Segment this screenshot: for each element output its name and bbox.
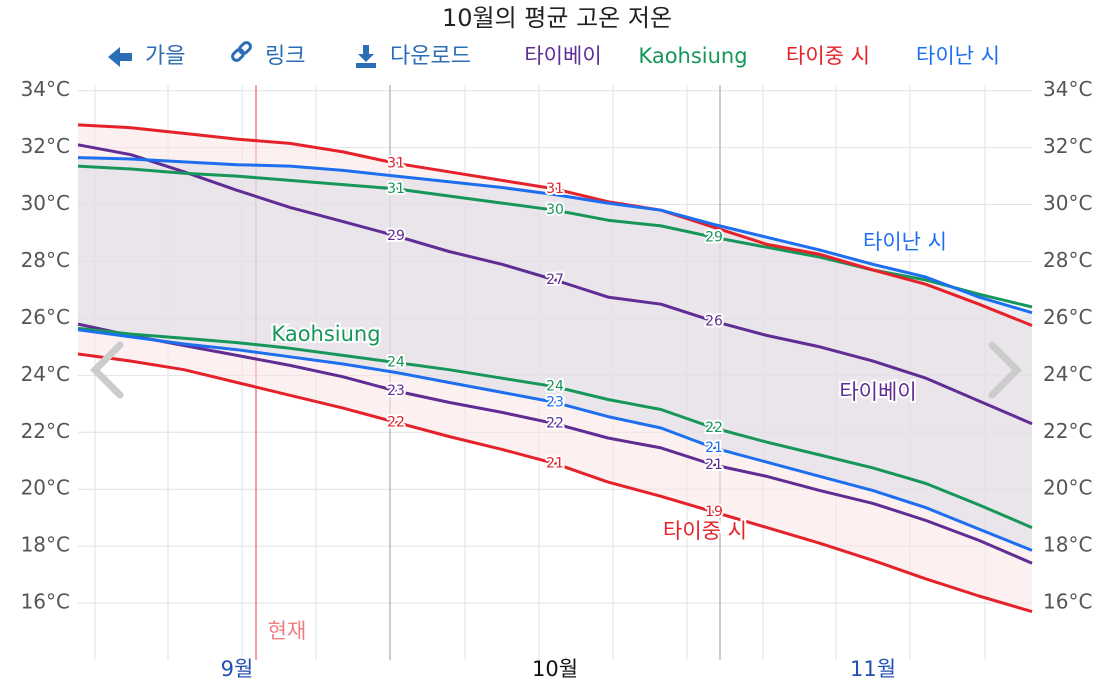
y-tick-label: 30°C [21,191,70,215]
y2-tick-label: 16°C [1043,590,1092,614]
data-label: 31 [387,181,405,197]
y2-tick-label: 34°C [1043,77,1092,101]
legend-entry[interactable]: 타이중 시 [786,44,870,68]
y2-tick-label: 30°C [1043,191,1092,215]
data-label: 21 [705,457,723,473]
data-label: 31 [546,181,564,197]
season-button[interactable]: 가을 [108,44,185,69]
x-tick-label: 10월 [532,657,578,681]
y2-tick-label: 20°C [1043,476,1092,500]
high-line [77,156,1033,315]
legend-entry[interactable]: 타이베이 [524,44,601,68]
data-label: 24 [546,379,564,395]
nav [90,341,1022,399]
prev-arrow[interactable] [90,341,124,399]
low-line [77,328,1033,552]
data-label: 30 [546,202,564,218]
data-label: 21 [705,440,723,456]
data-label: 22 [387,414,405,430]
y-tick-label: 22°C [21,419,70,443]
y-tick-label: 26°C [21,305,70,329]
now-label: 현재 [268,619,307,643]
high-line [77,143,1033,426]
series-annotation: 타이중 시 [663,519,747,543]
y-tick-label: 24°C [21,362,70,386]
season-label: 가을 [145,44,185,69]
y2-tick-label: 24°C [1043,362,1092,386]
y-tick-label: 20°C [21,476,70,500]
arrow-icon [108,47,132,67]
low-line [77,322,1033,565]
y-tick-label: 16°C [21,590,70,614]
x-tick-label: 9월 [221,657,254,681]
legend-entry[interactable]: 타이난 시 [916,44,1000,68]
data-label: 27 [546,272,564,288]
y-tick-label: 28°C [21,248,70,272]
data-label: 22 [705,420,723,436]
high-line [77,123,1033,327]
y-tick-label: 34°C [21,77,70,101]
chart-title: 10월의 평균 고온 저온 [442,4,672,32]
series-annotation: 타이난 시 [863,230,947,254]
y2-tick-label: 26°C [1043,305,1092,329]
download-label: 다운로드 [390,44,471,69]
low-line [77,326,1033,529]
range-band [78,157,1032,551]
legend-entry[interactable]: Kaohsiung [638,44,747,68]
data-label: 23 [546,394,564,410]
download-icon [356,45,376,68]
low-line [77,352,1033,614]
marks: 29 27 26 23 22 21 31 30 29 24 24 22 31 31 22 21 19 23 21 [77,123,1033,614]
data-label: 29 [705,229,723,245]
data-label: 31 [387,155,405,171]
link-button[interactable]: 링크 [231,41,306,69]
data-label: 29 [387,228,405,244]
link-icon [231,41,252,62]
data-label: 19 [705,504,723,520]
data-label: 26 [705,313,723,329]
download-button[interactable]: 다운로드 [356,44,471,69]
series-annotation: Kaohsiung [271,322,380,346]
y2-tick-label: 22°C [1043,419,1092,443]
next-arrow[interactable] [988,341,1022,399]
series-annotation: 타이베이 [839,380,916,404]
x-tick-label: 11월 [850,657,896,681]
y-tick-label: 18°C [21,533,70,557]
data-label: 24 [387,355,405,371]
y2-tick-label: 18°C [1043,533,1092,557]
y2-tick-label: 32°C [1043,134,1092,158]
link-label: 링크 [265,44,305,69]
data-label: 23 [387,383,405,399]
data-label: 21 [546,456,564,472]
y2-tick-label: 28°C [1043,248,1092,272]
data-label: 22 [546,416,564,432]
toolbar: 가을 링크 다운로드 [108,41,471,69]
legend: 타이베이 Kaohsiung 타이중 시 타이난 시 [524,44,1000,68]
y-tick-label: 32°C [21,134,70,158]
